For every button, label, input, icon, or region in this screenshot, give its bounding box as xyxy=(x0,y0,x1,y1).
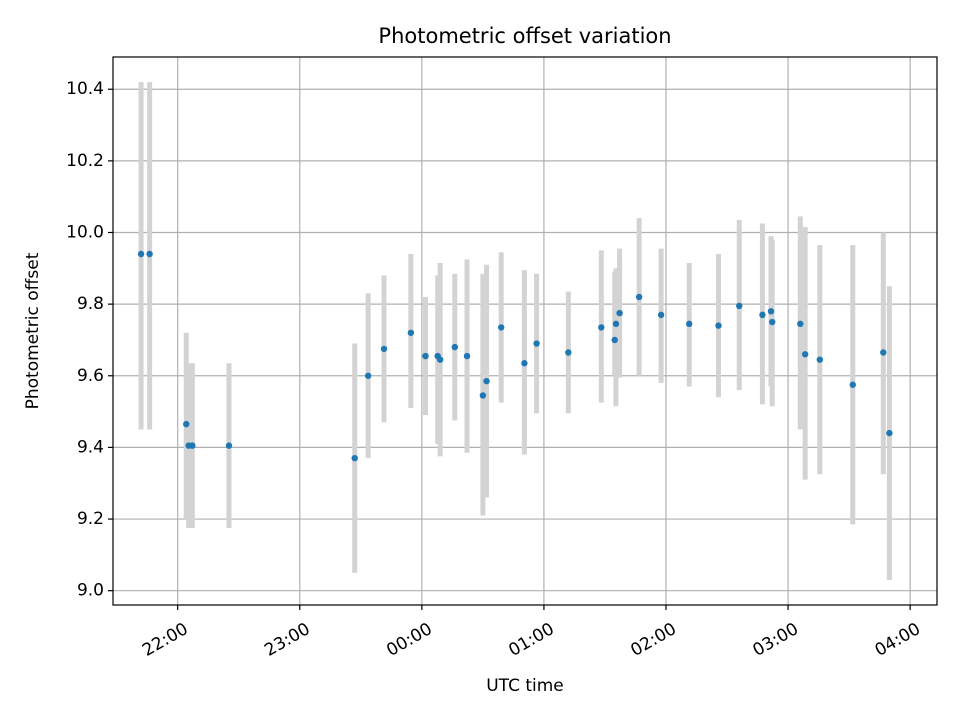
data-point xyxy=(598,324,605,331)
data-point xyxy=(463,352,471,360)
data-point xyxy=(483,377,490,385)
y-axis-label: Photometric offset xyxy=(23,252,43,409)
chart-title: Photometric offset variation xyxy=(378,24,671,48)
data-point xyxy=(616,309,623,317)
data-point xyxy=(407,329,415,336)
data-point xyxy=(137,250,145,258)
data-point xyxy=(767,308,775,315)
data-point xyxy=(436,356,444,363)
data-point xyxy=(225,442,233,449)
data-point xyxy=(816,356,824,363)
data-point xyxy=(189,442,196,449)
data-point xyxy=(886,429,893,437)
data-point xyxy=(146,250,153,258)
data-point xyxy=(880,349,887,356)
data-point xyxy=(612,320,620,328)
data-point xyxy=(521,360,528,367)
data-point xyxy=(422,352,429,360)
data-point xyxy=(657,311,665,319)
y-tick-label: 10.4 xyxy=(66,79,104,99)
data-point xyxy=(497,324,505,331)
y-tick-label: 9.6 xyxy=(77,366,104,386)
data-point xyxy=(364,372,372,379)
y-tick-label: 10.0 xyxy=(66,223,104,243)
y-tick-label: 9.2 xyxy=(77,509,104,529)
y-tick-label: 9.0 xyxy=(77,581,104,601)
data-point xyxy=(635,293,643,301)
data-point xyxy=(759,311,766,319)
data-point xyxy=(183,420,190,428)
data-point xyxy=(380,345,388,353)
plot-frame xyxy=(112,56,938,606)
data-point xyxy=(715,322,722,329)
y-tick-label: 9.4 xyxy=(77,437,104,457)
data-point xyxy=(736,302,743,310)
data-point xyxy=(849,381,856,388)
data-point xyxy=(451,343,459,351)
data-point xyxy=(797,320,804,328)
data-point xyxy=(685,320,693,328)
data-point xyxy=(479,392,487,399)
data-point xyxy=(769,318,776,326)
data-point xyxy=(801,351,809,358)
data-points xyxy=(137,250,893,462)
x-axis-label: UTC time xyxy=(486,676,564,696)
data-point xyxy=(565,349,572,356)
y-tick-label: 9.8 xyxy=(77,294,104,314)
data-point xyxy=(351,454,358,462)
data-point xyxy=(533,340,540,347)
data-point xyxy=(611,336,618,344)
y-tick-label: 10.2 xyxy=(66,151,104,171)
